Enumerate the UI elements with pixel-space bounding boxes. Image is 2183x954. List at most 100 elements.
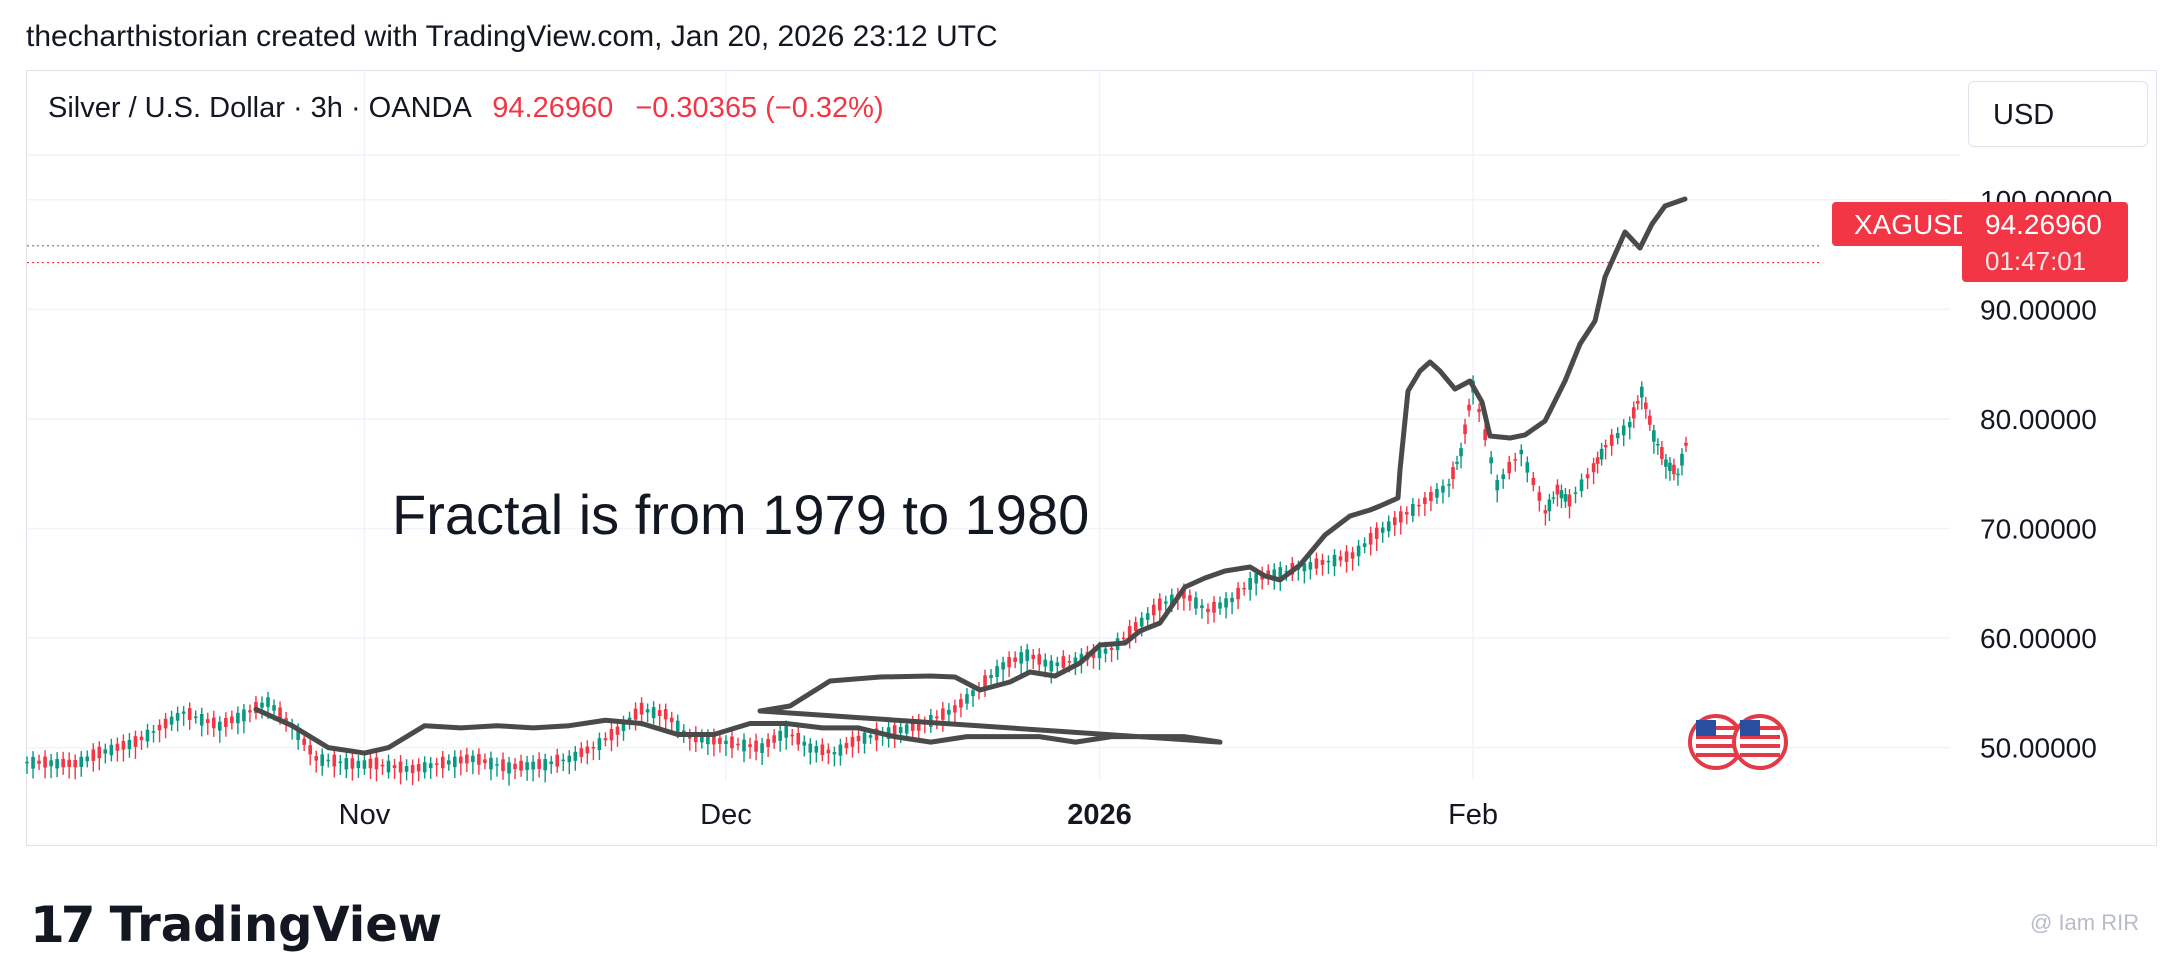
y-tick-label: 80.00000 — [1980, 404, 2097, 435]
candle-body — [1013, 657, 1017, 663]
candle-body — [609, 728, 614, 741]
candle-body — [663, 709, 668, 720]
candle-body — [681, 730, 686, 733]
candle-body — [85, 756, 90, 762]
candle-body — [151, 731, 156, 733]
candle-body — [1676, 473, 1680, 476]
symbol-title[interactable]: Silver / U.S. Dollar · 3h · OANDA — [48, 92, 471, 124]
candle-body — [471, 755, 475, 763]
candle-body — [1061, 656, 1066, 668]
candle-body — [1447, 484, 1451, 486]
ticker-tag-label: XAGUSD — [1854, 209, 1972, 240]
candle-body — [1332, 554, 1337, 567]
candle-body — [1660, 447, 1664, 459]
candle-body — [296, 729, 300, 740]
candle-body — [1585, 474, 1590, 479]
tradingview-logo: 17 TradingView — [30, 896, 442, 954]
candle-body — [374, 757, 379, 770]
candle-body — [651, 707, 656, 719]
candle-body — [1644, 402, 1648, 409]
candle-body — [1001, 662, 1005, 670]
candle-body — [585, 746, 590, 754]
candle-body — [1563, 494, 1568, 502]
candle-body — [1455, 461, 1459, 464]
candle-body — [1435, 488, 1439, 498]
candle-body — [127, 739, 132, 750]
candle-body — [1031, 654, 1036, 660]
candle-body — [718, 737, 722, 744]
candle-body — [1429, 491, 1433, 501]
candle-body — [248, 710, 252, 713]
candle-body — [1417, 504, 1421, 507]
candle-body — [404, 766, 409, 772]
candle-body — [543, 759, 547, 771]
candle-body — [694, 731, 698, 743]
candle-body — [1145, 613, 1150, 620]
candle-body — [1483, 429, 1487, 441]
candle-body — [1591, 463, 1596, 473]
candle-body — [1525, 462, 1530, 473]
candle-body — [898, 727, 903, 734]
candle-body — [1501, 474, 1506, 479]
currency-button[interactable]: USD — [1968, 81, 2148, 147]
candle-body — [1398, 511, 1403, 523]
candle-body — [1567, 494, 1572, 507]
candle-body — [115, 743, 120, 751]
candle-body — [1308, 562, 1313, 570]
candle-body — [1603, 445, 1608, 448]
y-tick-label: 70.00000 — [1980, 513, 2097, 544]
candle-body — [1206, 608, 1210, 613]
candle-body — [1212, 601, 1216, 613]
candle-body — [971, 690, 975, 697]
candle-body — [477, 754, 481, 765]
candle-body — [1451, 467, 1455, 479]
candle-body — [549, 761, 554, 765]
price-tag-bg — [1962, 202, 2128, 282]
last-price: 94.26960 — [492, 92, 614, 124]
x-tick-label: Nov — [339, 799, 391, 831]
chart-annotation: Fractal is from 1979 to 1980 — [392, 483, 1090, 546]
candle-body — [724, 740, 728, 744]
y-tick-label: 90.00000 — [1980, 294, 2097, 325]
us-event-icon — [1688, 714, 1744, 770]
candle-body — [1547, 499, 1552, 512]
candle-body — [242, 709, 246, 722]
candle-body — [1236, 587, 1240, 600]
candle-body — [1055, 662, 1060, 666]
candle-body — [1648, 415, 1652, 425]
candle-body — [175, 712, 180, 721]
candle-body — [459, 756, 463, 764]
candle-body — [561, 759, 566, 762]
candle-body — [483, 759, 487, 764]
candle-body — [983, 675, 987, 688]
candle-body — [1386, 521, 1391, 532]
candle-body — [567, 755, 572, 763]
candle-body — [1073, 657, 1078, 663]
candle-body — [1555, 484, 1560, 495]
candle-body — [1672, 464, 1676, 475]
candle-body — [440, 756, 445, 769]
price-tag-countdown: 01:47:01 — [1985, 246, 2086, 276]
y-tick-label: 50.00000 — [1980, 733, 2097, 764]
candle-body — [935, 716, 939, 719]
candle-body — [1067, 661, 1072, 663]
candle-body — [121, 740, 126, 750]
candle-body — [392, 765, 397, 769]
candle-body — [489, 757, 493, 770]
candle-body — [67, 759, 71, 768]
candle-body — [615, 726, 620, 735]
candle-body — [1103, 648, 1108, 654]
candle-body — [778, 730, 782, 741]
candle-body — [1519, 449, 1524, 455]
candle-body — [904, 724, 909, 734]
candle-body — [1097, 648, 1102, 659]
candle-body — [1627, 421, 1632, 428]
fractal-line — [253, 196, 1688, 756]
candle-body — [784, 725, 788, 738]
candle-body — [181, 711, 186, 714]
candle-body — [356, 760, 361, 769]
symbol-legend[interactable]: Silver / U.S. Dollar · 3h · OANDA 94.269… — [48, 92, 884, 125]
candle-body — [1344, 551, 1349, 562]
candle-body — [103, 749, 108, 754]
